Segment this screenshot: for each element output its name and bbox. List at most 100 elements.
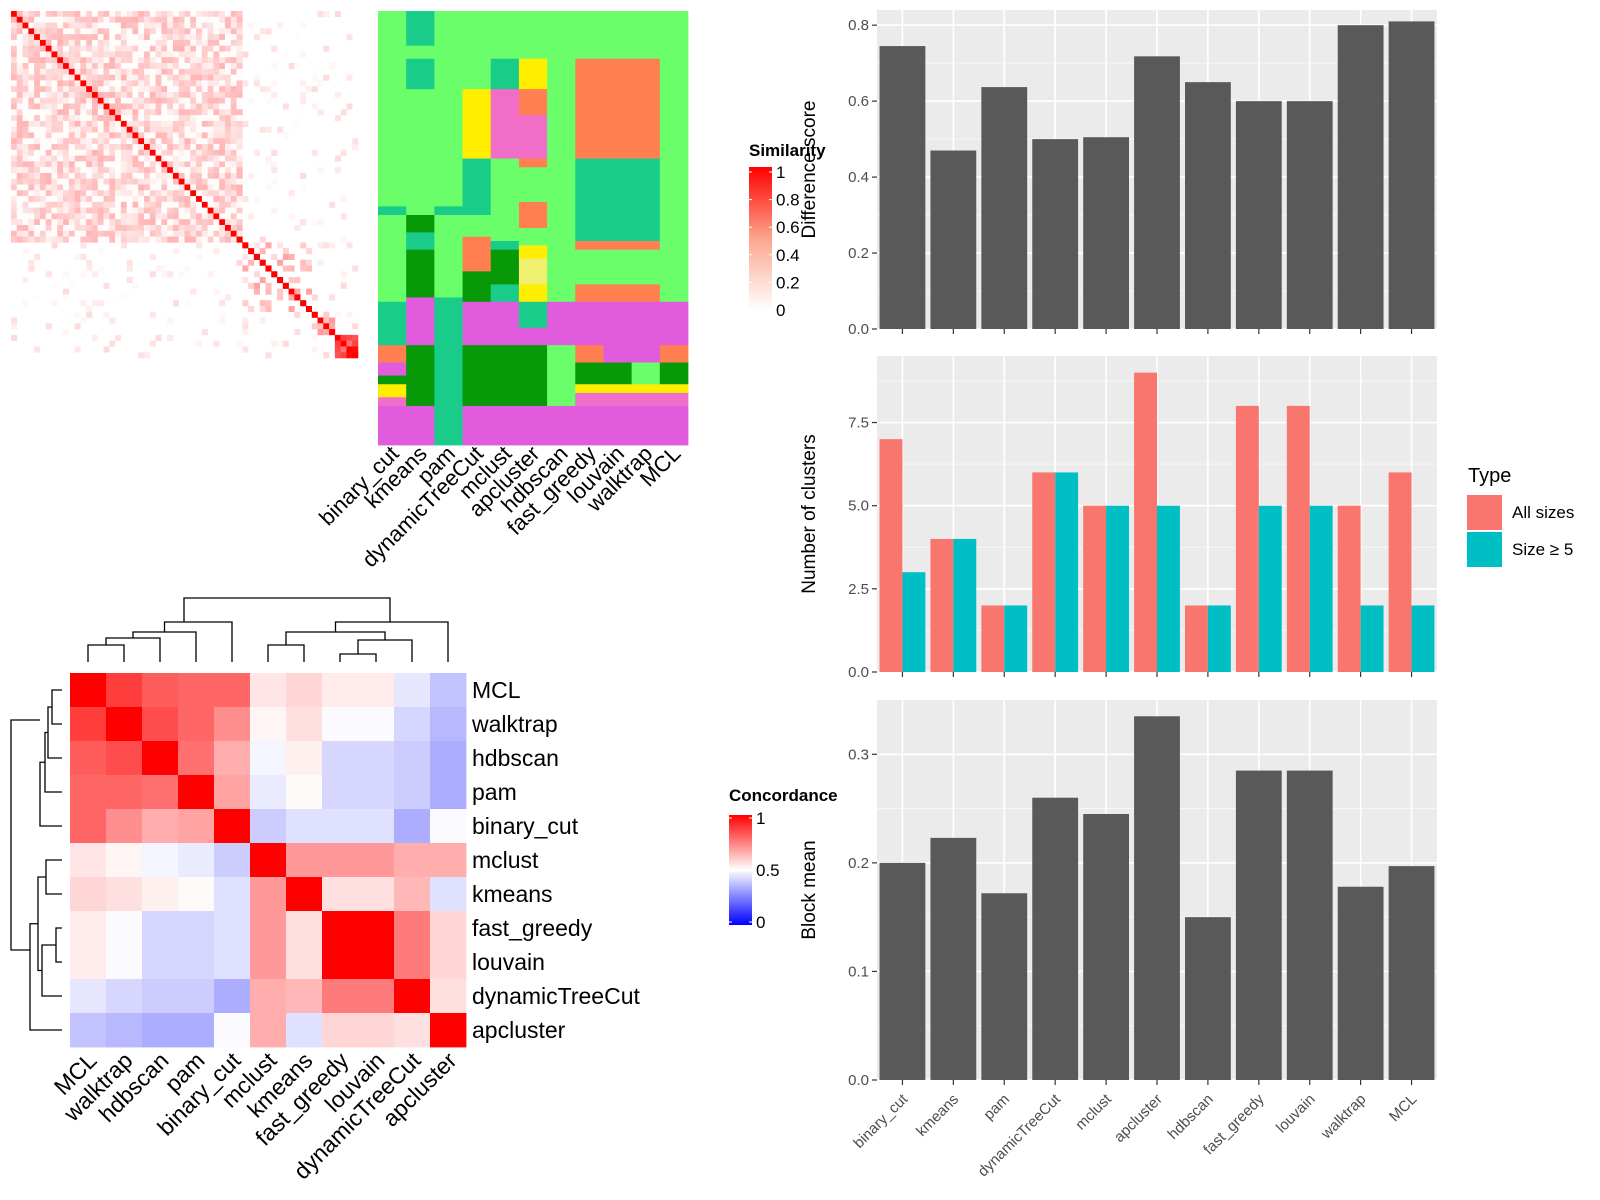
cluster-assignment-cell xyxy=(631,11,661,60)
similarity-cell xyxy=(34,172,41,180)
similarity-cell xyxy=(323,317,330,324)
similarity-cell xyxy=(196,178,203,185)
similarity-cell xyxy=(74,207,81,214)
similarity-cell xyxy=(115,45,122,52)
similarity-cell xyxy=(103,201,110,208)
similarity-cell xyxy=(311,294,318,301)
similarity-cell xyxy=(294,224,301,232)
concordance-heatmap xyxy=(70,673,467,1048)
similarity-cell xyxy=(28,172,35,180)
similarity-cell xyxy=(11,126,18,133)
cluster-assignment-cell xyxy=(406,249,435,298)
similarity-cell xyxy=(132,80,139,87)
similarity-cell xyxy=(213,172,220,180)
similarity-cell xyxy=(34,34,41,41)
concordance-row-label: mclust xyxy=(472,847,539,873)
similarity-cell xyxy=(149,340,156,347)
similarity-cell xyxy=(311,149,318,156)
similarity-cell xyxy=(34,120,41,127)
similarity-cell xyxy=(86,305,93,313)
similarity-cell xyxy=(51,57,58,64)
similarity-cell xyxy=(120,178,127,185)
similarity-cell xyxy=(144,184,151,191)
concordance-cell xyxy=(250,775,287,810)
similarity-cell xyxy=(45,161,52,168)
similarity-cell xyxy=(74,39,81,46)
similarity-cell xyxy=(74,16,81,23)
bar-size-5-plus xyxy=(1004,605,1028,672)
similarity-cell xyxy=(201,219,208,226)
similarity-cell xyxy=(120,120,127,127)
similarity-cell xyxy=(11,190,18,197)
similarity-cell xyxy=(138,80,145,87)
bar xyxy=(1337,25,1384,329)
concordance-cell xyxy=(106,877,143,912)
dendrogram-branch xyxy=(357,639,413,662)
similarity-cell xyxy=(230,149,237,156)
concordance-cell xyxy=(70,945,107,980)
similarity-cell xyxy=(22,224,29,232)
similarity-cell xyxy=(16,103,23,110)
similarity-cell xyxy=(305,265,313,272)
similarity-cell xyxy=(184,86,191,93)
similarity-cell xyxy=(103,57,110,64)
similarity-cell xyxy=(126,91,133,99)
similarity-cell xyxy=(63,115,70,122)
similarity-cell xyxy=(242,178,249,185)
similarity-cell xyxy=(346,346,353,353)
similarity-cell xyxy=(178,132,185,139)
similarity-cell xyxy=(172,155,180,162)
similarity-cell xyxy=(259,28,266,35)
similarity-cell xyxy=(288,288,295,295)
similarity-cell xyxy=(340,340,347,347)
similarity-cell xyxy=(144,219,151,226)
similarity-cell xyxy=(103,132,110,139)
similarity-cell xyxy=(68,132,75,139)
similarity-cell xyxy=(86,230,93,237)
similarity-cell xyxy=(63,39,70,46)
similarity-cell xyxy=(224,45,232,52)
similarity-cell xyxy=(329,323,336,330)
similarity-cell xyxy=(213,340,220,347)
similarity-cell xyxy=(68,68,75,75)
concordance-legend-ticks: 10.50 xyxy=(729,809,780,932)
similarity-cell xyxy=(149,28,156,35)
similarity-cell xyxy=(224,219,232,226)
similarity-cell xyxy=(155,138,162,145)
concordance-cell xyxy=(142,979,179,1014)
similarity-cell xyxy=(74,45,81,52)
similarity-cell xyxy=(63,80,70,87)
similarity-cell xyxy=(340,213,347,220)
similarity-cell xyxy=(45,109,52,116)
similarity-cell xyxy=(34,91,41,99)
similarity-cell xyxy=(230,74,237,81)
similarity-cell xyxy=(161,45,168,52)
similarity-cell xyxy=(97,91,104,99)
similarity-cell xyxy=(149,115,156,122)
similarity-cell xyxy=(155,190,162,197)
similarity-cell xyxy=(167,144,174,151)
similarity-cell xyxy=(28,201,35,208)
similarity-cell xyxy=(224,91,232,99)
similarity-cell xyxy=(103,213,110,220)
similarity-cell xyxy=(207,109,214,116)
similarity-cell xyxy=(51,63,58,70)
similarity-cell xyxy=(63,184,70,191)
similarity-cell xyxy=(149,219,156,226)
similarity-cell xyxy=(103,294,110,301)
similarity-cell xyxy=(22,178,29,185)
similarity-cell xyxy=(352,144,359,151)
similarity-cell xyxy=(86,219,93,226)
similarity-cell xyxy=(28,63,35,70)
similarity-cell xyxy=(242,317,249,324)
cluster-assignment-cell xyxy=(518,405,548,446)
similarity-cell xyxy=(22,57,29,64)
dendrogram-branch xyxy=(267,644,305,662)
similarity-cell xyxy=(39,16,46,23)
similarity-cell xyxy=(63,103,70,110)
similarity-cell xyxy=(236,201,243,208)
similarity-cell xyxy=(230,34,237,41)
similarity-cell xyxy=(224,230,232,237)
similarity-cell xyxy=(51,144,58,151)
